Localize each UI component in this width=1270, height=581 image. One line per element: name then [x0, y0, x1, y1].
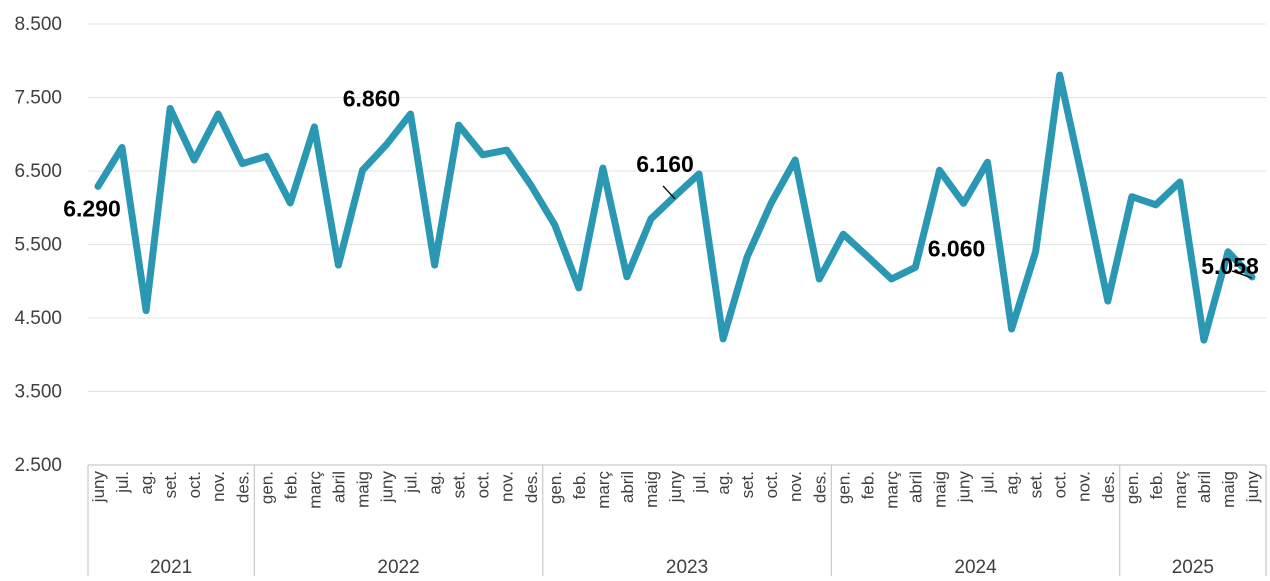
x-tick-label: feb. [281, 471, 300, 499]
data-label: 5.058 [1201, 253, 1259, 279]
x-tick-label: abril [618, 471, 637, 503]
x-tick-label: jul. [113, 471, 132, 494]
x-tick-label: set. [738, 471, 757, 498]
y-tick-label: 6.500 [14, 161, 62, 182]
x-tick-label: ag. [137, 471, 156, 495]
x-tick-label: nov. [498, 471, 517, 502]
x-tick-label: jul. [690, 471, 709, 494]
x-tick-label: juny [378, 471, 397, 504]
x-tick-label: oct. [185, 471, 204, 498]
x-tick-label: nov. [1075, 471, 1094, 502]
x-tick-label: jul. [402, 471, 421, 494]
x-tick-label: jul. [979, 471, 998, 494]
x-tick-label: des. [1099, 471, 1118, 503]
x-tick-label: març [1171, 471, 1190, 509]
data-label: 6.290 [63, 195, 121, 221]
x-tick-label: nov. [786, 471, 805, 502]
x-tick-label: maig [1219, 471, 1238, 508]
leader-line [1231, 270, 1253, 279]
x-tick-label: maig [930, 471, 949, 508]
x-tick-label: des. [522, 471, 541, 503]
x-tick-label: juny [1243, 471, 1262, 504]
x-tick-label: ag. [714, 471, 733, 495]
x-tick-label: oct. [1051, 471, 1070, 498]
x-tick-label: juny [955, 471, 974, 504]
x-tick-label: nov. [209, 471, 228, 502]
x-tick-label: ag. [426, 471, 445, 495]
y-tick-label: 3.500 [14, 382, 62, 403]
year-label: 2025 [1172, 557, 1214, 576]
data-line [94, 71, 1256, 344]
x-tick-label: gen. [1123, 471, 1142, 504]
x-tick-label: des. [233, 471, 252, 503]
x-tick-label: març [305, 471, 324, 509]
x-tick-label: set. [161, 471, 180, 498]
year-label: 2022 [377, 557, 419, 576]
x-tick-label: feb. [570, 471, 589, 499]
x-tick-label: gen. [546, 471, 565, 504]
data-label: 6.860 [343, 86, 401, 112]
y-tick-label: 2.500 [14, 455, 62, 476]
x-tick-label: març [594, 471, 613, 509]
y-tick-label: 4.500 [14, 308, 62, 329]
x-tick-label: set. [1027, 471, 1046, 498]
leader-line [662, 185, 676, 200]
x-tick-label: feb. [1147, 471, 1166, 499]
year-label: 2021 [150, 557, 192, 576]
x-tick-label: març [882, 471, 901, 509]
x-tick-label: gen. [834, 471, 853, 504]
x-tick-label: juny [89, 471, 108, 504]
x-tick-label: abril [329, 471, 348, 503]
y-tick-label: 7.500 [14, 88, 62, 109]
x-tick-label: maig [642, 471, 661, 508]
x-tick-label: oct. [474, 471, 493, 498]
data-label: 6.160 [636, 151, 694, 177]
year-label: 2024 [954, 557, 997, 576]
x-tick-label: ag. [1003, 471, 1022, 495]
data-label: 6.060 [928, 235, 986, 261]
y-tick-label: 8.500 [14, 14, 62, 35]
x-tick-label: des. [810, 471, 829, 503]
y-tick-label: 5.500 [14, 235, 62, 256]
year-label: 2023 [666, 557, 708, 576]
x-tick-label: set. [450, 471, 469, 498]
x-tick-label: abril [1195, 471, 1214, 503]
x-tick-label: maig [353, 471, 372, 508]
x-tick-label: feb. [858, 471, 877, 499]
x-tick-label: abril [906, 471, 925, 503]
x-tick-label: juny [666, 471, 685, 504]
x-tick-label: oct. [762, 471, 781, 498]
x-tick-label: gen. [257, 471, 276, 504]
